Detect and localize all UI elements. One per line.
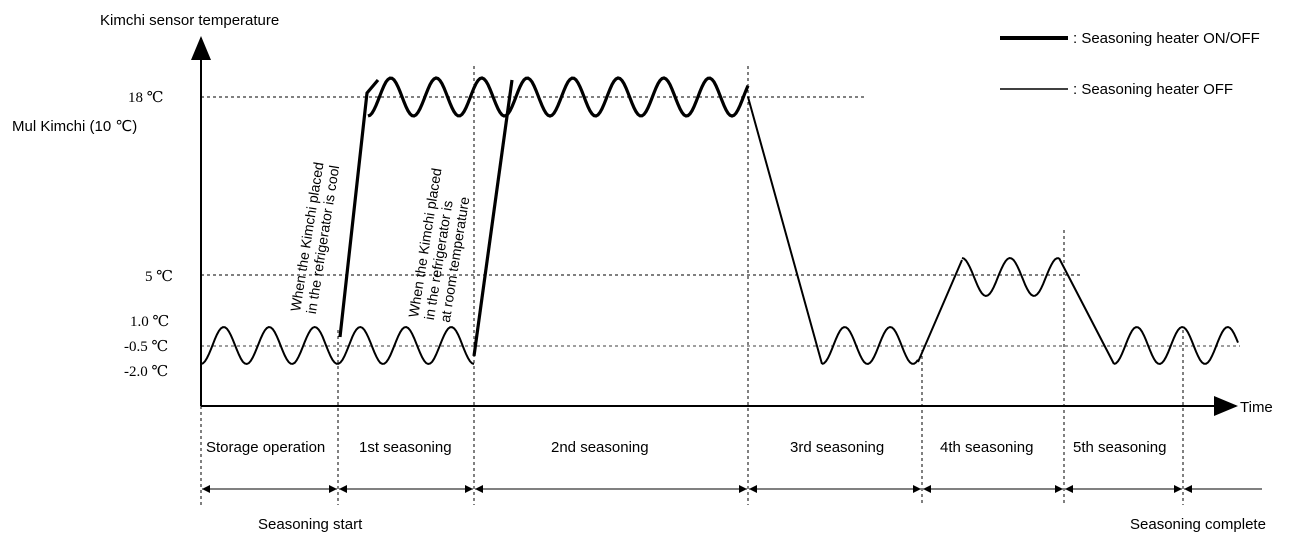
x-axis-title: Time xyxy=(1240,399,1273,416)
legend: : Seasoning heater ON/OFF : Seasoning he… xyxy=(1000,30,1260,98)
legend-thick-label: : Seasoning heater ON/OFF xyxy=(1073,30,1260,47)
y-level-minus-2: -2.0 ℃ xyxy=(124,364,168,380)
phase-label-2nd: 2nd seasoning xyxy=(551,439,649,456)
phase-label-1st: 1st seasoning xyxy=(359,439,452,456)
y-level-18: 18 ℃ xyxy=(128,90,164,106)
annotation-room: When the Kimchi placed in the refrigerat… xyxy=(405,167,472,324)
seasoning-complete-label: Seasoning complete xyxy=(1130,516,1266,533)
phase-label-4th: 4th seasoning xyxy=(940,439,1033,456)
seasoning-start-label: Seasoning start xyxy=(258,516,363,533)
y-level-minus-0-5: -0.5 ℃ xyxy=(124,339,168,355)
seasoning-heater-onoff-curve xyxy=(367,76,750,118)
phase-label-5th: 5th seasoning xyxy=(1073,439,1166,456)
legend-thin-label: : Seasoning heater OFF xyxy=(1073,81,1233,98)
y-level-5: 5 ℃ xyxy=(145,269,173,285)
y-axis-title: Kimchi sensor temperature xyxy=(100,12,279,29)
phase-label-storage: Storage operation xyxy=(206,439,325,456)
seasoning-heater-off-curve xyxy=(200,96,1239,366)
rise-line-cool xyxy=(338,78,380,338)
y-level-1: 1.0 ℃ xyxy=(130,314,169,330)
y-level-mul-kimchi: Mul Kimchi (10 ℃) xyxy=(12,118,137,135)
phase-separators xyxy=(200,66,1184,505)
annotation-cool: When the Kimchi placed in the refrigerat… xyxy=(287,161,342,315)
phase-label-3rd: 3rd seasoning xyxy=(790,439,884,456)
rise-line-room xyxy=(472,79,514,357)
